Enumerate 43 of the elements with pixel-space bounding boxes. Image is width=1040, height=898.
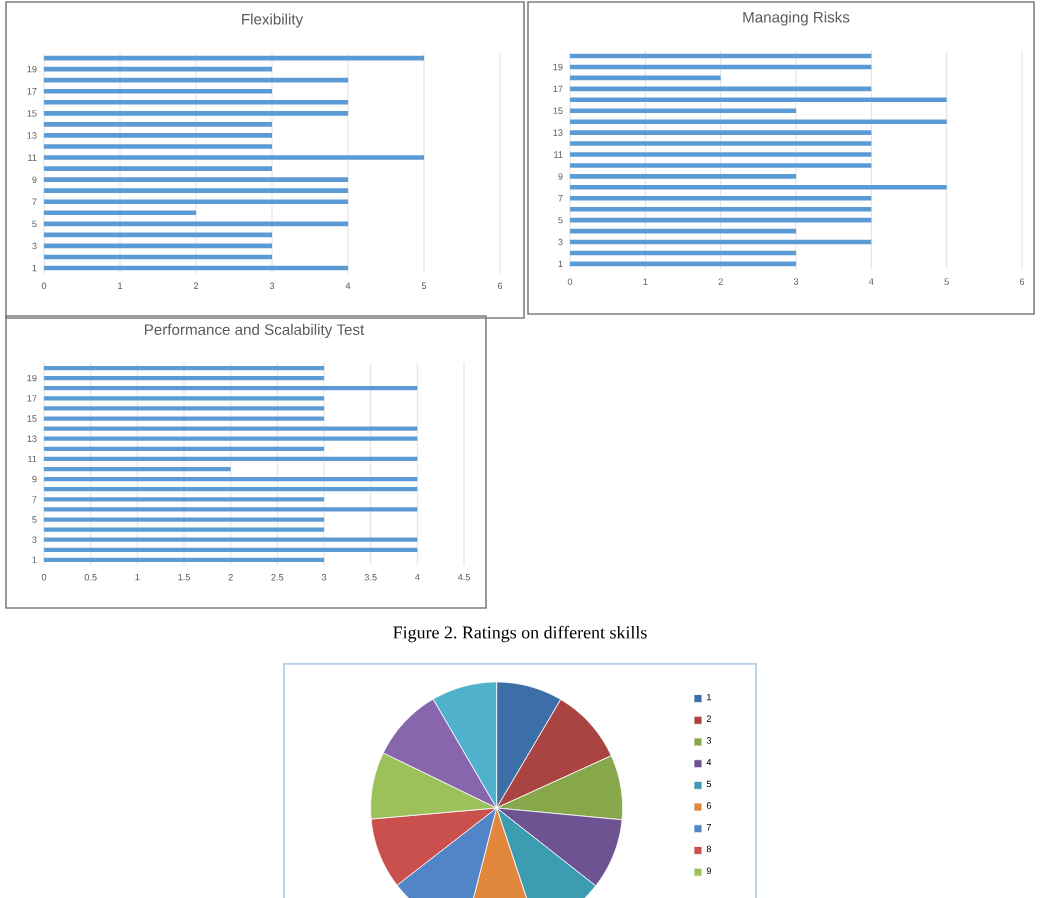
bar: [44, 497, 325, 502]
bar: [570, 163, 872, 168]
bar: [570, 174, 797, 179]
bar: [44, 166, 273, 171]
bar: [570, 108, 797, 114]
bar: [44, 487, 418, 492]
bar: [44, 456, 418, 462]
bar: [44, 365, 325, 371]
bar: [44, 426, 418, 431]
bar: [44, 396, 325, 401]
bar: [44, 466, 231, 472]
bar: [44, 527, 325, 532]
bar: [44, 446, 325, 451]
bar: [44, 199, 349, 205]
bar: [570, 119, 947, 124]
bar: [44, 537, 418, 542]
bar: [44, 477, 418, 482]
bar: [44, 188, 349, 194]
bar: [44, 416, 325, 421]
bar: [44, 376, 325, 381]
bar: [44, 88, 273, 94]
bar: [44, 111, 349, 116]
bar: [44, 210, 197, 216]
bar: [570, 141, 872, 146]
bar: [44, 155, 425, 160]
bar: [44, 133, 273, 138]
bar: [44, 507, 418, 512]
bar: [44, 77, 349, 83]
bar: [570, 195, 872, 201]
bar: [44, 386, 418, 391]
bar: [570, 185, 947, 190]
bar: [44, 99, 349, 105]
bar: [44, 144, 273, 149]
bar: [44, 557, 325, 563]
bar: [570, 130, 872, 135]
bar: [44, 122, 273, 127]
bar: [44, 517, 325, 522]
bar: [44, 406, 325, 411]
caption: Figure 2. Ratings on different skills: [393, 625, 647, 643]
bar: [44, 177, 349, 182]
bar: [44, 436, 418, 441]
bar: [570, 152, 872, 157]
bar: [44, 547, 418, 552]
